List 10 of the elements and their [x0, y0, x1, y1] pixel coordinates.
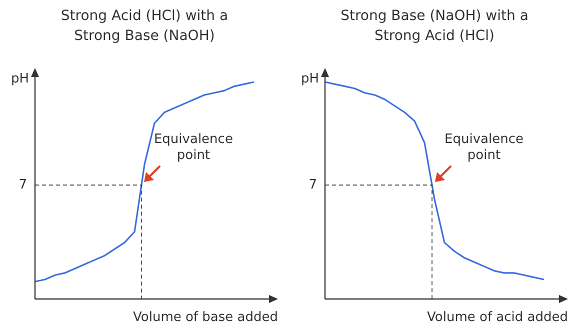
x-axis-title: Volume of base added: [133, 310, 278, 325]
text: 7: [18, 177, 27, 192]
annotation: Equivalence point: [154, 132, 233, 163]
chart-title: Strong Acid (HCl) with a Strong Base (NaOH): [60, 7, 230, 46]
chart-title: Strong Base (NaOH) with a Strong Acid (HCl): [340, 7, 530, 46]
y-axis-title: pH: [300, 71, 319, 86]
annotation: Equivalence point: [444, 132, 524, 163]
x-axis-title: Volume of acid added: [427, 310, 568, 325]
y-axis-title: pH: [10, 71, 29, 86]
text: 7: [308, 177, 317, 192]
